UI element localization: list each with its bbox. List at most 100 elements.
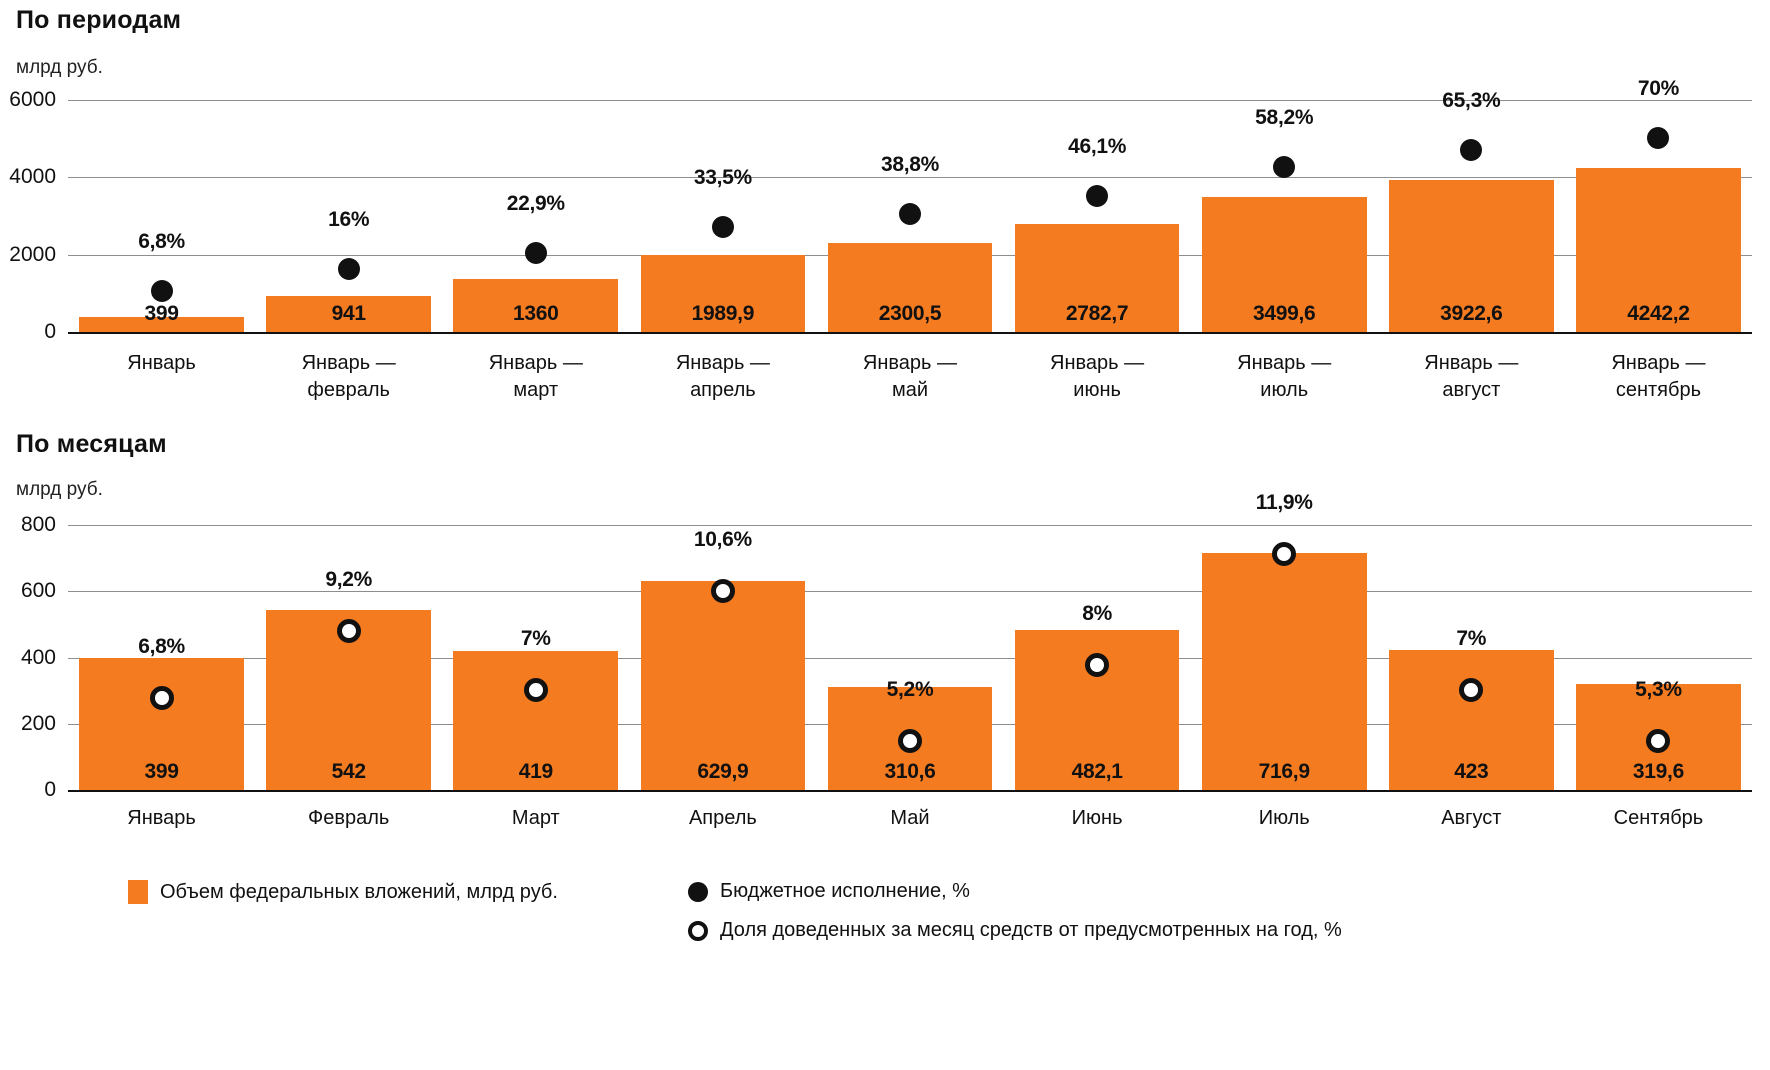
bar-value-label: 423 bbox=[1454, 760, 1489, 783]
bar[interactable]: 2300,5 bbox=[827, 243, 993, 332]
category-label: Январь — август bbox=[1424, 352, 1519, 401]
bar-value-label: 2782,7 bbox=[1065, 302, 1129, 325]
hollow-circle-marker[interactable] bbox=[1272, 541, 1297, 566]
filled-circle-marker[interactable] bbox=[1647, 127, 1670, 150]
filled-circle-marker[interactable] bbox=[524, 241, 547, 264]
hollow-circle-marker[interactable] bbox=[149, 685, 174, 710]
bar-slot[interactable]: 1360 22,9% bbox=[442, 100, 629, 332]
category-label: Сентябрь bbox=[1613, 807, 1704, 829]
y-axis-tick-label: 200 bbox=[20, 711, 56, 735]
bar-value-label: 1360 bbox=[513, 302, 559, 325]
hollow-circle-marker[interactable] bbox=[1459, 678, 1484, 703]
bar[interactable]: 1989,9 bbox=[640, 255, 806, 332]
marker-percent-label: 33,5% bbox=[693, 166, 752, 189]
axis-baseline bbox=[68, 332, 1752, 334]
filled-circle-marker[interactable] bbox=[1460, 139, 1483, 162]
hollow-circle-marker[interactable] bbox=[336, 618, 361, 643]
bar[interactable]: 399 bbox=[79, 302, 244, 332]
bar-value-label: 2300,5 bbox=[878, 302, 942, 325]
bar[interactable]: 399 bbox=[79, 657, 244, 790]
chart-months-title: По месяцам bbox=[16, 430, 167, 458]
y-axis-tick-label: 600 bbox=[20, 579, 56, 603]
bar[interactable]: 629,9 bbox=[640, 581, 806, 790]
filled-circle-marker[interactable] bbox=[337, 257, 360, 280]
marker-percent-label: 65,3% bbox=[1442, 89, 1501, 113]
bar[interactable]: 4242,2 bbox=[1576, 167, 1741, 332]
chart-periods-title: По периодам bbox=[16, 6, 182, 34]
bar-slot[interactable]: 3922,6 65,3% bbox=[1378, 89, 1565, 332]
gridline bbox=[68, 657, 1752, 659]
filled-circle-icon bbox=[688, 881, 708, 902]
filled-circle-marker[interactable] bbox=[1273, 156, 1296, 179]
category-label: Июнь bbox=[1071, 807, 1123, 829]
chart-legend: Объем федеральных вложений, млрд руб. Бю… bbox=[128, 880, 1342, 942]
hollow-circle-marker[interactable] bbox=[523, 678, 548, 703]
marker-percent-label: 10,6% bbox=[693, 527, 752, 551]
hollow-circle-marker[interactable] bbox=[710, 578, 735, 603]
marker-percent-label: 5,2% bbox=[886, 677, 934, 701]
marker-percent-label: 6,8% bbox=[138, 634, 185, 658]
legend-item-monthly-share: Доля доведенных за месяц средств от пред… bbox=[688, 919, 1342, 942]
marker-percent-label: 7% bbox=[1456, 627, 1487, 651]
bar-value-label: 3499,6 bbox=[1252, 302, 1316, 325]
bar-value-label: 4242,2 bbox=[1627, 302, 1690, 325]
bar-slot[interactable]: 423 7% bbox=[1378, 525, 1565, 790]
category-label: Январь — июнь bbox=[1050, 352, 1145, 401]
category-label: Январь — апрель bbox=[675, 352, 770, 401]
hollow-circle-marker[interactable] bbox=[1646, 728, 1671, 753]
filled-circle-marker[interactable] bbox=[1086, 184, 1109, 207]
bar[interactable]: 2782,7 bbox=[1014, 224, 1180, 332]
legend-item-budget-execution: Бюджетное исполнение, % bbox=[688, 880, 1342, 903]
bar-slot[interactable]: 941 16% bbox=[255, 100, 442, 332]
bar-slot[interactable]: 2782,7 46,1% bbox=[1004, 100, 1191, 332]
y-axis-tick-label: 4000 bbox=[9, 165, 56, 189]
chart-months-plot: 0 200 400 600 800 399 6,8% 542 9,2% 419 7% 629,9 10,… bbox=[21, 491, 1752, 801]
legend-column-bars: Объем федеральных вложений, млрд руб. bbox=[128, 880, 688, 904]
bar[interactable]: 716,9 bbox=[1201, 552, 1367, 790]
chart-months-unit: млрд руб. bbox=[16, 479, 103, 500]
bar[interactable]: 423 bbox=[1388, 649, 1554, 790]
hollow-circle-marker[interactable] bbox=[897, 728, 922, 753]
category-label: Июль bbox=[1258, 807, 1310, 829]
chart-periods-plot: 0 2000 4000 6000 399 6,8% 941 16% 1360 22,9% 1989,… bbox=[9, 77, 1752, 343]
filled-circle-marker[interactable] bbox=[711, 216, 734, 238]
bar[interactable]: 3499,6 bbox=[1201, 196, 1367, 332]
bar-slot[interactable]: 1989,9 33,5% bbox=[629, 100, 816, 332]
bar[interactable]: 3922,6 bbox=[1388, 180, 1554, 332]
bar-slot[interactable]: 542 9,2% bbox=[255, 525, 442, 790]
category-label: Февраль bbox=[308, 807, 390, 829]
hollow-circle-icon bbox=[688, 920, 708, 941]
marker-percent-label: 22,9% bbox=[506, 191, 565, 215]
filled-circle-marker[interactable] bbox=[150, 280, 173, 303]
hollow-circle-marker[interactable] bbox=[1085, 652, 1110, 677]
chart-periods-unit: млрд руб. bbox=[16, 57, 103, 78]
bar-value-label: 941 bbox=[331, 302, 366, 325]
chart-months-category-axis: Январь Февраль Март Апрель Май Июнь Июль Август… bbox=[68, 805, 1752, 832]
bars-layer: 399 6,8% 542 9,2% 419 7% 629,9 10,6% 310,6 5,2% 48… bbox=[68, 491, 1752, 790]
bar[interactable]: 941 bbox=[266, 295, 431, 332]
y-axis-tick-label: 6000 bbox=[9, 88, 56, 111]
bar-slot[interactable]: 3499,6 58,2% bbox=[1191, 100, 1378, 332]
bar-value-label: 3922,6 bbox=[1440, 302, 1503, 325]
bar[interactable]: 1360 bbox=[453, 279, 619, 332]
category-label: Март bbox=[511, 807, 560, 829]
bar-slot[interactable]: 399 6,8% bbox=[68, 525, 255, 790]
bar-value-label: 310,6 bbox=[884, 760, 936, 783]
bar-slot[interactable]: 319,6 5,3% bbox=[1565, 525, 1752, 790]
bar-slot[interactable]: 310,6 5,2% bbox=[816, 525, 1003, 790]
filled-circle-marker[interactable] bbox=[898, 203, 921, 226]
bar-slot[interactable]: 399 6,8% bbox=[68, 100, 255, 332]
bar-slot[interactable]: 716,9 11,9% bbox=[1191, 491, 1378, 790]
bar-value-label: 419 bbox=[518, 760, 553, 783]
bar[interactable]: 419 bbox=[453, 651, 619, 790]
legend-column-markers: Бюджетное исполнение, % Доля доведенных … bbox=[688, 880, 1342, 942]
bar-slot[interactable]: 629,9 10,6% bbox=[629, 525, 816, 790]
bar-slot[interactable]: 4242,2 70% bbox=[1565, 77, 1752, 332]
legend-label-bars: Объем федеральных вложений, млрд руб. bbox=[160, 880, 558, 903]
bar-slot[interactable]: 419 7% bbox=[442, 525, 629, 790]
marker-percent-label: 16% bbox=[328, 207, 370, 231]
axis-baseline bbox=[68, 790, 1752, 792]
bar-slot[interactable]: 482,1 8% bbox=[1004, 525, 1191, 790]
bar-slot[interactable]: 2300,5 38,8% bbox=[816, 100, 1003, 332]
